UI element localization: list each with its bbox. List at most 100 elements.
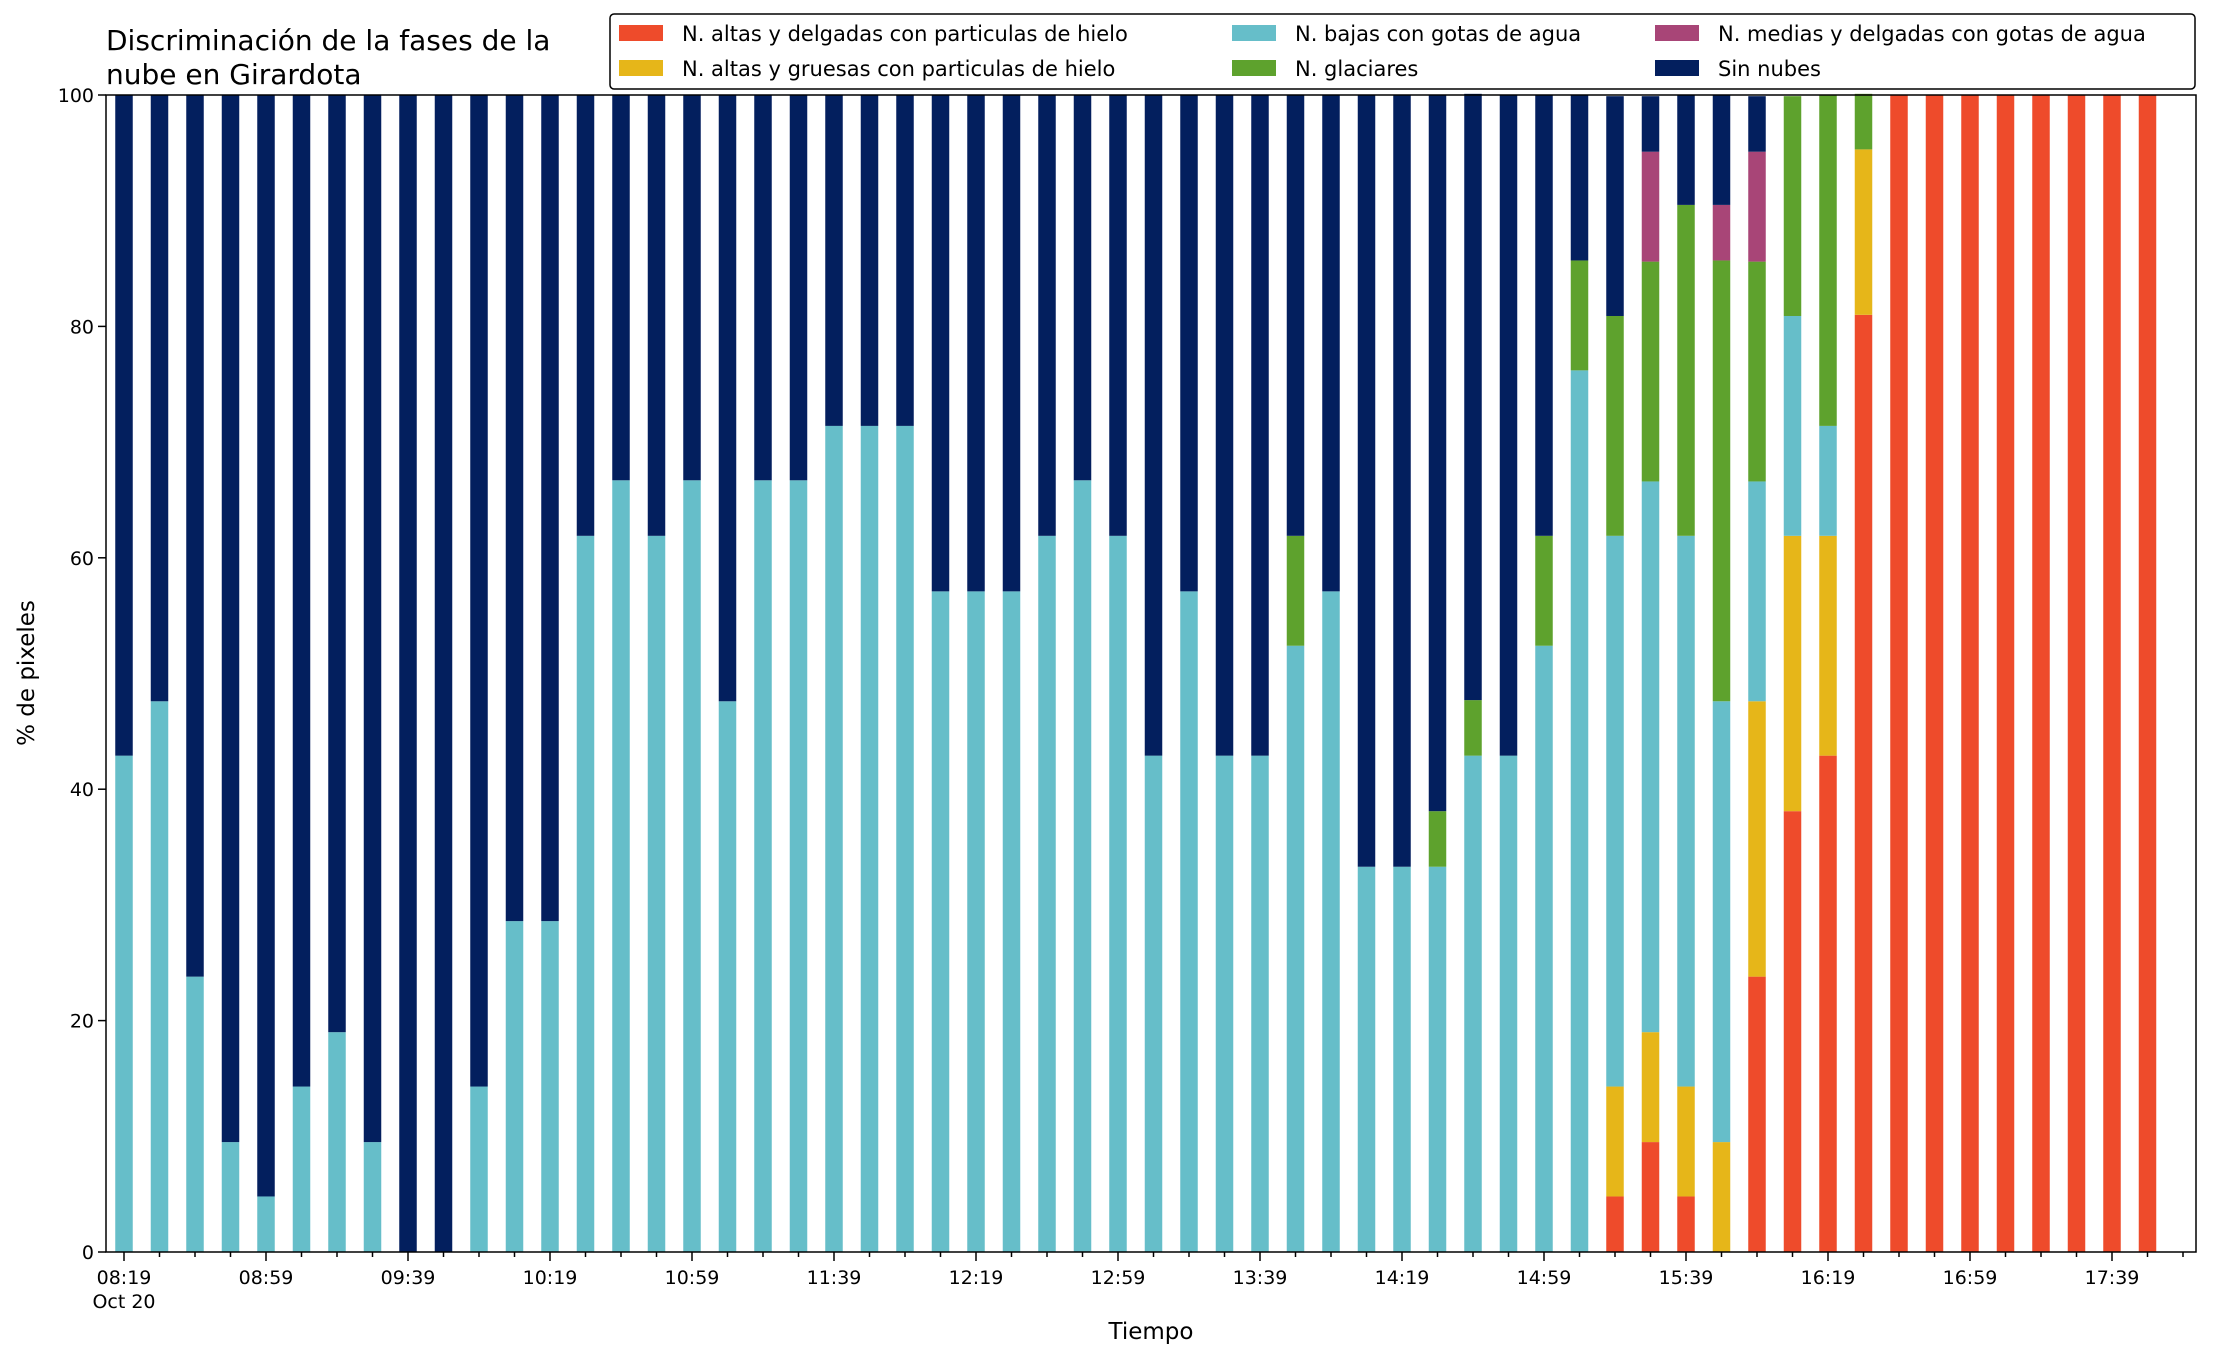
bar-44-series-2 <box>1677 535 1695 1087</box>
x-tick-label-12: 16:19 <box>1801 1267 1856 1289</box>
chart-title-line-1: Discriminación de la fases de la <box>106 24 550 57</box>
bar-39-series-2 <box>1499 755 1518 1252</box>
bar-42-series-2 <box>1606 535 1624 1087</box>
bar-33-series-3 <box>1286 535 1305 646</box>
bar-19-series-2 <box>789 480 808 1252</box>
bar-55-series-0 <box>2067 95 2086 1252</box>
bar-1-series-5 <box>150 95 169 702</box>
bar-8-series-5 <box>399 95 417 1252</box>
bar-19-series-5 <box>789 95 808 481</box>
bar-3-series-2 <box>221 1142 240 1252</box>
bar-45-series-4 <box>1712 204 1731 261</box>
bar-48-series-0 <box>1819 755 1837 1252</box>
legend-swatch-2 <box>1232 25 1276 41</box>
x-tick-label-3: 10:19 <box>523 1267 578 1289</box>
bar-37-series-3 <box>1428 811 1447 867</box>
bar-47-series-0 <box>1783 811 1802 1252</box>
y-axis-label: % de pixeles <box>14 600 40 746</box>
bar-28-series-5 <box>1109 95 1127 536</box>
legend: N. altas y delgadas con particulas de hi… <box>609 13 2196 90</box>
bar-48-series-3 <box>1819 95 1837 426</box>
bar-53-series-0 <box>1996 95 2015 1252</box>
legend-label-0: N. altas y delgadas con particulas de hi… <box>682 22 1128 46</box>
bar-20-series-5 <box>825 95 843 426</box>
bar-46-series-2 <box>1748 481 1766 702</box>
bar-38-series-5 <box>1464 93 1482 701</box>
legend-label-3: N. glaciares <box>1295 57 1418 81</box>
bar-2-series-5 <box>186 95 204 977</box>
bar-38-series-2 <box>1464 755 1482 1252</box>
bar-51-series-0 <box>1925 95 1944 1252</box>
bar-45-series-5 <box>1712 95 1731 205</box>
bar-46-series-3 <box>1748 261 1766 482</box>
x-tick-label-14: 17:39 <box>2085 1267 2140 1289</box>
bar-22-series-2 <box>896 425 914 1252</box>
legend-frame <box>609 13 2196 90</box>
bar-39-series-5 <box>1499 95 1518 756</box>
chart-title-line-2: nube en Girardota <box>106 58 361 91</box>
bar-44-series-5 <box>1677 95 1695 205</box>
bar-43-series-4 <box>1641 151 1660 262</box>
bar-11-series-5 <box>505 95 524 922</box>
bar-7-series-5 <box>363 95 382 1143</box>
bar-45-series-2 <box>1712 701 1731 1143</box>
x-tick-label-13: 16:59 <box>1943 1267 1998 1289</box>
bar-5-series-5 <box>292 95 311 1087</box>
bar-45-series-3 <box>1712 260 1731 702</box>
bar-50-series-0 <box>1890 95 1908 1252</box>
bar-12-series-2 <box>541 921 559 1252</box>
bar-6-series-5 <box>328 95 346 1033</box>
bar-40-series-3 <box>1535 535 1553 646</box>
bar-34-series-5 <box>1322 95 1340 592</box>
bar-29-series-5 <box>1144 95 1163 756</box>
x-tick-label-2: 09:39 <box>381 1267 436 1289</box>
bar-18-series-5 <box>754 95 772 481</box>
bar-46-series-1 <box>1748 701 1766 977</box>
bar-48-series-1 <box>1819 535 1837 756</box>
x-tick-label-8: 13:39 <box>1233 1267 1288 1289</box>
bar-36-series-2 <box>1393 866 1411 1252</box>
bar-47-series-2 <box>1783 315 1802 536</box>
x-tick-label-9: 14:19 <box>1375 1267 1430 1289</box>
bar-25-series-2 <box>1002 591 1021 1252</box>
bar-43-series-1 <box>1641 1032 1660 1143</box>
x-axis-label: Tiempo <box>1108 1319 1194 1345</box>
bar-49-series-0 <box>1854 314 1873 1253</box>
legend-swatch-1 <box>619 60 663 76</box>
bar-11-series-2 <box>505 921 524 1252</box>
bar-43-series-0 <box>1641 1142 1660 1252</box>
bar-3-series-5 <box>221 95 240 1143</box>
bar-35-series-2 <box>1357 866 1376 1252</box>
bar-46-series-4 <box>1748 151 1766 262</box>
legend-label-1: N. altas y gruesas con particulas de hie… <box>682 57 1115 81</box>
bar-20-series-2 <box>825 425 843 1252</box>
bar-4-series-5 <box>257 95 275 1197</box>
bar-6-series-2 <box>328 1032 346 1252</box>
legend-label-5: Sin nubes <box>1718 57 1821 81</box>
bar-47-series-1 <box>1783 535 1802 812</box>
bar-24-series-5 <box>967 95 985 592</box>
bar-41-series-2 <box>1570 370 1589 1252</box>
bar-44-series-3 <box>1677 204 1695 536</box>
bar-10-series-5 <box>470 95 488 1087</box>
bar-49-series-1 <box>1854 149 1873 315</box>
bar-42-series-3 <box>1606 315 1624 536</box>
bar-25-series-5 <box>1002 95 1021 592</box>
y-tick-label-4: 80 <box>70 316 94 338</box>
legend-label-4: N. medias y delgadas con gotas de agua <box>1718 22 2146 46</box>
bar-0-series-5 <box>115 95 133 756</box>
bar-17-series-5 <box>718 95 737 702</box>
x-tick-label-4: 10:59 <box>665 1267 720 1289</box>
x-tick-label-5: 11:39 <box>807 1267 862 1289</box>
bar-24-series-2 <box>967 591 985 1252</box>
bar-30-series-2 <box>1180 591 1198 1252</box>
legend-label-2: N. bajas con gotas de agua <box>1295 22 1581 46</box>
bar-21-series-2 <box>860 425 879 1252</box>
legend-swatch-3 <box>1232 60 1276 76</box>
bar-26-series-2 <box>1038 535 1056 1252</box>
bar-57-series-0 <box>2138 95 2157 1252</box>
y-tick-label-5: 100 <box>58 85 94 107</box>
x-tick-label-1: 08:59 <box>239 1267 294 1289</box>
bar-9-series-5 <box>434 95 453 1252</box>
bar-41-series-5 <box>1570 95 1589 261</box>
